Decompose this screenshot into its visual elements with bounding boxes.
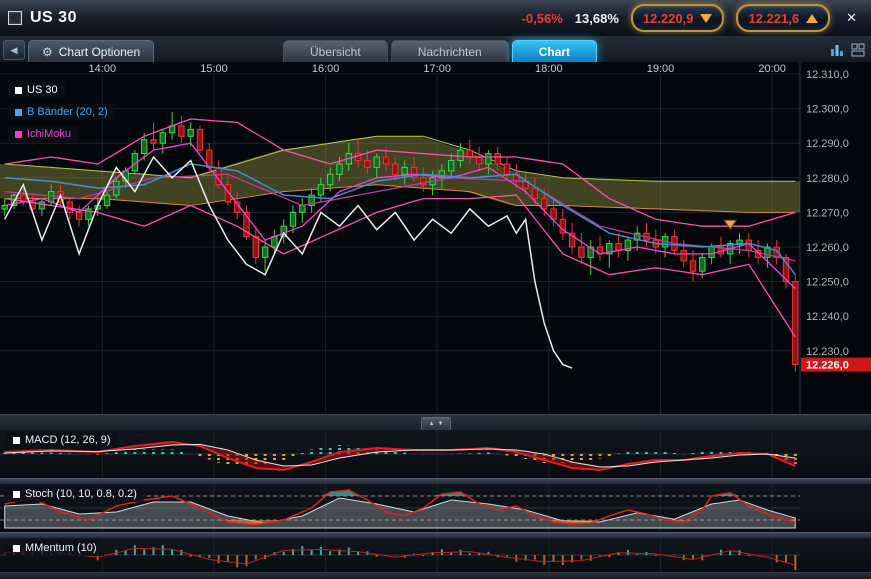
svg-text:15:00: 15:00 — [200, 63, 228, 75]
svg-text:14:00: 14:00 — [89, 63, 117, 75]
collapse-panel-icon[interactable]: ◀ — [3, 40, 25, 60]
svg-text:12.300,0: 12.300,0 — [806, 104, 849, 116]
chart-toolbar: ◀ ⚙ Chart Optionen Übersicht Nachrichten… — [0, 36, 871, 63]
legend-swatch — [15, 87, 22, 94]
momentum-label-chip[interactable]: MMentum (10) — [6, 540, 104, 556]
panel-swatch — [13, 437, 20, 444]
candlestick-canvas[interactable]: 12.310,0 12.300,0 12.290,0 12.280,0 12.270,0… — [0, 62, 871, 419]
svg-text:12.310,0: 12.310,0 — [806, 69, 849, 81]
svg-text:20:00: 20:00 — [758, 63, 786, 75]
svg-text:12.226,0: 12.226,0 — [806, 360, 849, 372]
svg-text:17:00: 17:00 — [423, 63, 451, 75]
svg-text:18:00: 18:00 — [535, 63, 563, 75]
price-chart[interactable]: 12.310,0 12.300,0 12.290,0 12.280,0 12.270,0… — [0, 62, 871, 414]
svg-text:16:00: 16:00 — [312, 63, 340, 75]
instrument-icon — [8, 11, 22, 25]
tab-uebersicht[interactable]: Übersicht — [283, 40, 388, 62]
svg-text:12.240,0: 12.240,0 — [806, 311, 849, 323]
svg-text:12.280,0: 12.280,0 — [806, 173, 849, 185]
sell-price: 12.220,9 — [643, 11, 694, 26]
svg-text:12.270,0: 12.270,0 — [806, 207, 849, 219]
tab-chart[interactable]: Chart — [512, 40, 597, 62]
svg-text:19:00: 19:00 — [647, 63, 675, 75]
splitter-up-icon: ▲ — [429, 421, 435, 427]
macd-panel[interactable]: MACD (12, 26, 9) — [0, 430, 871, 478]
buy-arrow-icon — [806, 14, 818, 23]
legend-swatch — [15, 109, 22, 116]
legend-swatch — [15, 131, 22, 138]
chart-options-label: Chart Optionen — [59, 45, 140, 59]
change-percent: -0,56% — [522, 11, 563, 26]
legend-item-us30[interactable]: US 30 — [8, 82, 65, 98]
gear-icon: ⚙ — [42, 45, 53, 59]
buy-price-button[interactable]: 12.221,6 — [736, 4, 830, 32]
panel-swatch — [13, 491, 20, 498]
tab-nachrichten[interactable]: Nachrichten — [391, 40, 509, 62]
splitter-toggle-button[interactable]: ▲ ▼ — [421, 417, 451, 431]
range-percent: 13,68% — [575, 11, 619, 26]
svg-text:12.250,0: 12.250,0 — [806, 277, 849, 289]
layout-grid-icon[interactable] — [850, 42, 866, 58]
panel-swatch — [13, 545, 20, 552]
svg-text:12.260,0: 12.260,0 — [806, 242, 849, 254]
legend-item-bbands[interactable]: B Bänder (20, 2) — [8, 104, 115, 120]
splitter-down-icon: ▼ — [438, 421, 444, 427]
svg-text:12.230,0: 12.230,0 — [806, 346, 849, 358]
stochastic-panel[interactable]: Stoch (10, 10, 0.8, 0.2) — [0, 484, 871, 532]
legend-item-ichimoku[interactable]: IchiMoku — [8, 126, 78, 142]
window-bottom-bar — [0, 572, 871, 579]
buy-price: 12.221,6 — [748, 11, 799, 26]
macd-canvas — [0, 430, 871, 483]
trading-app-window: US 30 -0,56% 13,68% 12.220,9 12.221,6 ✕ … — [0, 0, 871, 579]
instrument-title: US 30 — [30, 9, 77, 27]
instrument-header: US 30 -0,56% 13,68% 12.220,9 12.221,6 ✕ — [0, 0, 871, 37]
chart-style-icon[interactable] — [829, 42, 845, 58]
momentum-panel[interactable]: MMentum (10) — [0, 538, 871, 572]
sell-price-button[interactable]: 12.220,9 — [631, 4, 725, 32]
chart-options-button[interactable]: ⚙ Chart Optionen — [28, 40, 154, 62]
sell-arrow-icon — [700, 14, 712, 23]
macd-label-chip[interactable]: MACD (12, 26, 9) — [6, 432, 118, 448]
stoch-label-chip[interactable]: Stoch (10, 10, 0.8, 0.2) — [6, 486, 144, 502]
view-tabs: Übersicht Nachrichten Chart — [283, 40, 597, 62]
close-icon[interactable]: ✕ — [842, 10, 861, 26]
svg-text:12.290,0: 12.290,0 — [806, 138, 849, 150]
